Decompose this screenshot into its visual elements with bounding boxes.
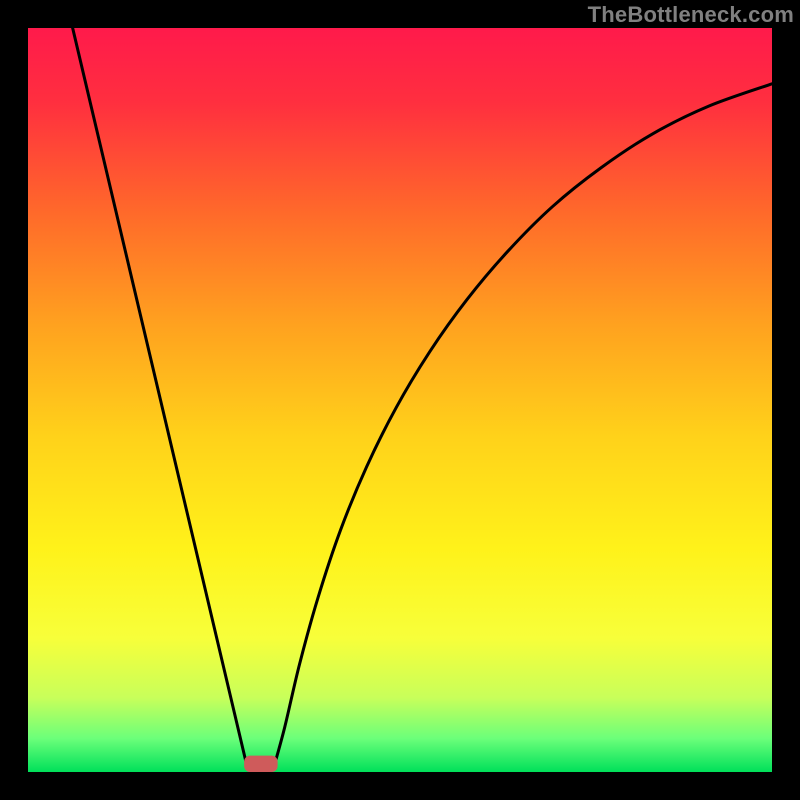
chart-container: TheBottleneck.com [0, 0, 800, 800]
valley-marker [244, 756, 277, 772]
chart-svg [0, 0, 800, 800]
